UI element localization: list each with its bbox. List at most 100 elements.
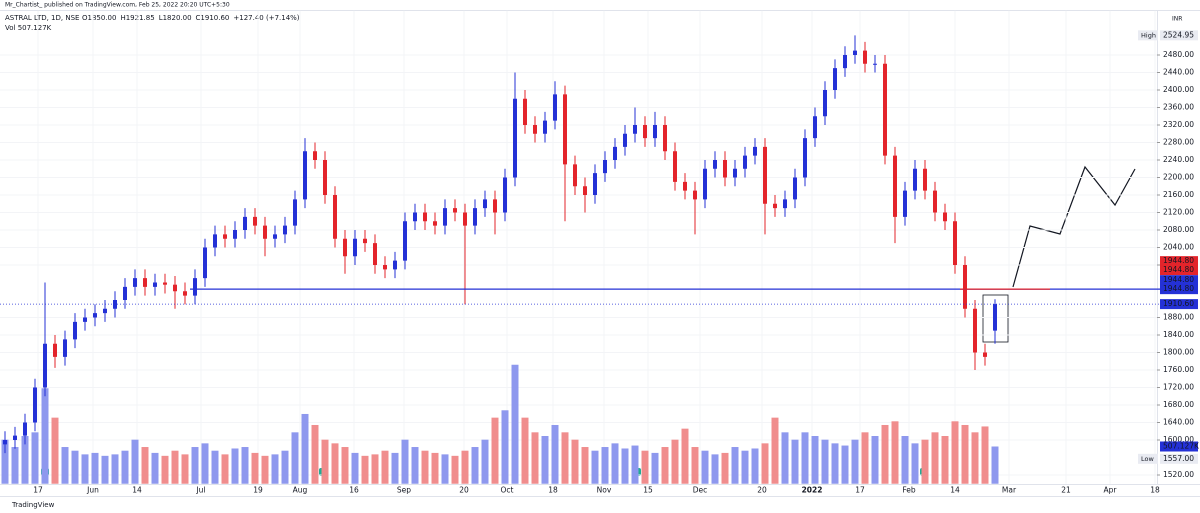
volume-bar [621, 448, 629, 484]
candle-body [713, 160, 717, 169]
candle-body [993, 304, 997, 331]
candle-body [673, 151, 677, 182]
volume-bar [681, 428, 689, 484]
x-tick-label: 14 [132, 486, 142, 495]
candle-body [323, 160, 327, 195]
candle-body [743, 155, 747, 169]
x-tick-label: 21 [1061, 486, 1071, 495]
volume-bar [861, 432, 869, 484]
x-tick-label: 18 [548, 486, 558, 495]
candle-body [783, 199, 787, 209]
volume-bar [951, 421, 959, 484]
volume-bar [781, 432, 789, 484]
volume-bar [201, 443, 209, 484]
candle-body [203, 247, 207, 279]
price-label-box [1160, 284, 1198, 295]
volume-bar [361, 455, 369, 484]
candle-body [303, 151, 307, 200]
y-tick-label: 2200.00 [1163, 173, 1194, 182]
candle-body [13, 435, 17, 440]
volume-bar [771, 417, 779, 484]
volume-bar [921, 439, 929, 484]
candle-body [233, 230, 237, 239]
volume-bar [651, 452, 659, 484]
volume-bar [641, 450, 649, 484]
candle-body [933, 190, 937, 213]
x-tick-label: 17 [33, 486, 43, 495]
volume-bar [181, 454, 189, 484]
candle-body [3, 440, 7, 445]
candle-body [803, 138, 807, 178]
symbol-title: ASTRAL LTD, 1D, NSE [5, 14, 79, 22]
volume-bar [961, 424, 969, 484]
y-tick-label: 2280.00 [1163, 138, 1194, 147]
candle-body [923, 168, 927, 191]
marker-tag: High [1141, 31, 1156, 39]
x-tick-label: Mar [1002, 486, 1017, 495]
candle-body [663, 125, 667, 152]
candle-body [353, 238, 357, 257]
candle-body [733, 168, 737, 178]
y-tick-label: 1800.00 [1163, 348, 1194, 357]
volume-bar [511, 364, 519, 484]
marker-value: 1557.00 [1163, 454, 1194, 463]
volume-bar [301, 413, 309, 484]
price-label: 1944.80 [1163, 256, 1194, 265]
candle-body [683, 181, 687, 191]
volume-bar [601, 447, 609, 484]
volume-bar [101, 455, 109, 484]
y-tick-label: 1840.00 [1163, 330, 1194, 339]
marker-value: 2524.95 [1163, 30, 1194, 39]
volume-bar [341, 447, 349, 484]
volume-bar [261, 455, 269, 484]
x-tick-label: Jul [195, 486, 205, 495]
volume-bar [131, 439, 139, 484]
candle-body [553, 94, 557, 121]
x-tick-label: 2022 [802, 486, 823, 495]
volume-bar [521, 417, 529, 484]
candle-body [523, 98, 527, 125]
candle-body [413, 212, 417, 222]
volume-bar [421, 450, 429, 484]
price-label: 1944.80 [1163, 265, 1194, 274]
x-tick-label: 17 [855, 486, 865, 495]
volume-bar [481, 439, 489, 484]
volume-bar [121, 450, 129, 484]
volume-bar [171, 450, 179, 484]
y-tick-label: 2440.00 [1163, 68, 1194, 77]
candle-body [543, 120, 547, 134]
x-tick-label: Sep [397, 486, 411, 495]
volume-bar [471, 447, 479, 484]
volume-bar [371, 454, 379, 484]
candle-body [373, 243, 377, 265]
volume-bar [321, 439, 329, 484]
candle-body [473, 208, 477, 226]
volume-bar [351, 452, 359, 484]
candle-body [643, 125, 647, 139]
y-tick-label: 1520.00 [1163, 470, 1194, 479]
candle-body [93, 313, 97, 318]
candle-body [133, 278, 137, 287]
candle-body [943, 212, 947, 222]
candle-body [623, 133, 627, 147]
volume-bar [871, 436, 879, 484]
ohlc-value: L1820.00 [159, 14, 192, 22]
volume-bar [431, 452, 439, 484]
x-tick-label: Dec [693, 486, 708, 495]
candle-body [813, 116, 817, 139]
y-tick-label: 2400.00 [1163, 85, 1194, 94]
candle-body [843, 55, 847, 69]
volume-bar [761, 443, 769, 484]
candle-body [693, 190, 697, 200]
y-tick-label: 1640.00 [1163, 418, 1194, 427]
y-tick-label: 1760.00 [1163, 365, 1194, 374]
candle-body [973, 308, 977, 353]
volume-bar [221, 454, 229, 484]
ohlc-value: +127.40 (+7.14%) [233, 14, 299, 22]
candle-body [433, 221, 437, 226]
candle-body [613, 146, 617, 160]
volume-bar [891, 421, 899, 484]
candle-body [63, 339, 67, 357]
volume-bar [531, 432, 539, 484]
